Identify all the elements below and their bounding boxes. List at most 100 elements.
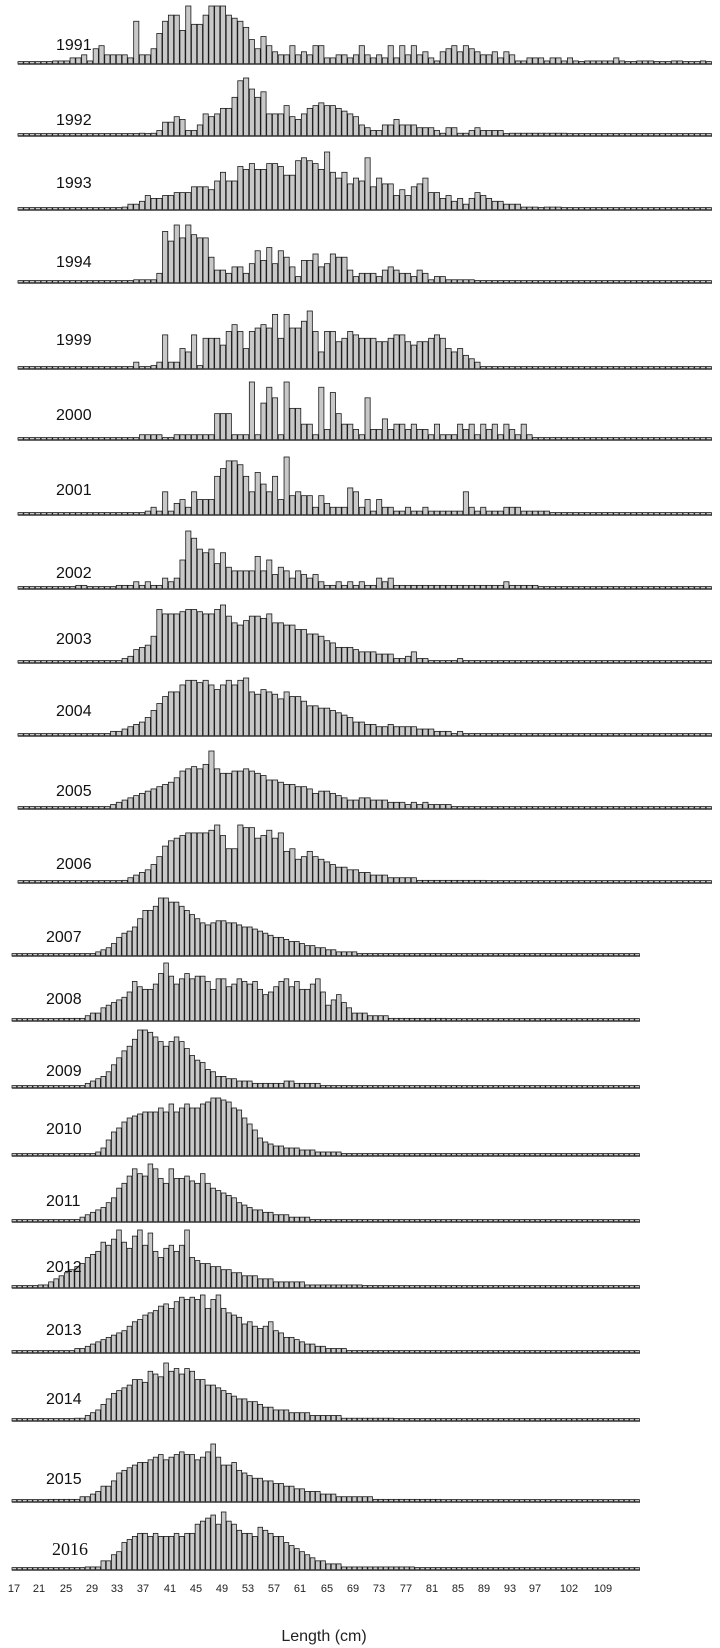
bar-1993-30 [191,186,198,211]
bar-2015-65 [351,1496,358,1503]
bar-2013-53 [288,1336,295,1354]
bar-2000-27 [173,434,180,441]
bar-2008-43 [236,978,243,1022]
bar-2009-43 [236,1080,243,1089]
bar-2010-27 [152,1111,159,1157]
bar-1993-49 [300,157,307,211]
bar-1991-46 [283,54,290,65]
bar-2006-55 [335,866,342,884]
bar-2005-21 [139,792,146,810]
bar-1994-57 [347,269,354,284]
bar-1991-41 [254,48,261,65]
bar-1992-32 [202,113,209,137]
bar-1993-33 [208,189,215,211]
bar-1994-73 [439,276,446,284]
bar-1993-38 [237,166,244,211]
bar-2015-37 [205,1451,211,1503]
bar-2001-32 [202,499,209,516]
bar-2008-53 [288,986,295,1022]
bar-2002-20 [133,581,140,590]
bar-2006-53 [324,861,331,884]
bar-1993-55 [335,177,342,211]
bar-2007-52 [283,939,290,957]
bar-1992-26 [167,121,174,137]
bar-2015-28 [158,1454,164,1503]
bar-2007-58 [315,947,321,957]
bar-1993-54 [329,171,336,211]
bar-2000-24 [156,434,163,441]
bar-2010-42 [231,1107,237,1157]
bar-2014-51 [278,1409,284,1422]
bar-2006-34 [214,824,221,884]
bar-2000-63 [381,418,388,441]
bar-2008-59 [320,991,326,1022]
bar-2013-17 [100,1339,107,1354]
bar-2011-46 [252,1209,258,1223]
bar-2010-43 [236,1109,243,1157]
bar-2011-18 [105,1202,112,1223]
bar-2015-61 [330,1493,337,1503]
bar-1991-25 [162,20,169,65]
bar-1994-32 [202,237,209,284]
bar-1992-65 [393,119,400,137]
bar-2000-32 [202,434,209,441]
bar-2014-36 [199,1379,206,1422]
bar-1991-37 [231,17,238,65]
bar-2010-51 [278,1145,284,1157]
bar-2002-36 [225,566,232,590]
bar-2001-43 [266,491,273,516]
bar-2013-42 [231,1314,237,1354]
bar-2009-35 [194,1059,201,1089]
bar-2011-15 [90,1211,96,1223]
bar-2006-21 [139,872,146,884]
bar-1992-59 [358,124,365,137]
bar-2002-55 [335,581,342,590]
x-tick-label: 37 [137,1583,149,1595]
bar-1994-62 [376,276,383,284]
bar-2015-33 [184,1454,190,1503]
bar-2003-44 [272,622,279,664]
bar-2005-44 [272,779,279,810]
bar-1994-30 [191,234,198,284]
bar-2016-44 [241,1532,248,1571]
bar-2006-65 [393,877,400,884]
bar-2008-46 [252,981,258,1022]
bar-1993-84 [503,203,510,211]
bar-2006-43 [266,829,273,884]
bar-2000-31 [196,434,203,441]
bar-2001-63 [381,506,388,516]
bar-2016-40 [220,1511,227,1571]
bar-2015-36 [199,1456,206,1503]
bar-2000-66 [399,423,406,441]
bar-2013-41 [226,1312,232,1354]
bar-2002-40 [248,570,255,590]
bar-2002-22 [144,581,151,590]
bar-2007-51 [278,936,284,957]
bar-2005-19 [127,797,134,810]
bar-1992-24 [156,130,163,137]
bar-2001-37 [231,460,238,516]
x-tick-label: 61 [294,1583,306,1595]
bar-2015-64 [346,1496,352,1503]
bar-1991-19 [127,57,134,65]
bar-1992-29 [185,130,192,137]
bar-2004-32 [202,679,209,737]
bar-2006-24 [156,856,163,884]
bar-2006-51 [312,856,319,884]
bar-2003-20 [133,649,140,664]
bar-1999-37 [231,324,238,370]
x-tick-label: 102 [560,1583,578,1595]
bar-2000-28 [179,434,186,441]
bar-2011-32 [179,1178,185,1223]
bar-2005-53 [324,790,331,810]
bar-2016-32 [179,1536,185,1571]
bar-2004-60 [364,724,371,737]
bar-2005-32 [202,763,209,810]
bar-1992-43 [266,113,273,137]
bar-2001-25 [162,491,169,516]
bar-1992-68 [410,124,417,137]
bar-1994-36 [225,272,232,284]
bar-2008-27 [152,983,159,1022]
bar-2010-29 [163,1111,169,1157]
bar-1994-51 [312,253,319,284]
